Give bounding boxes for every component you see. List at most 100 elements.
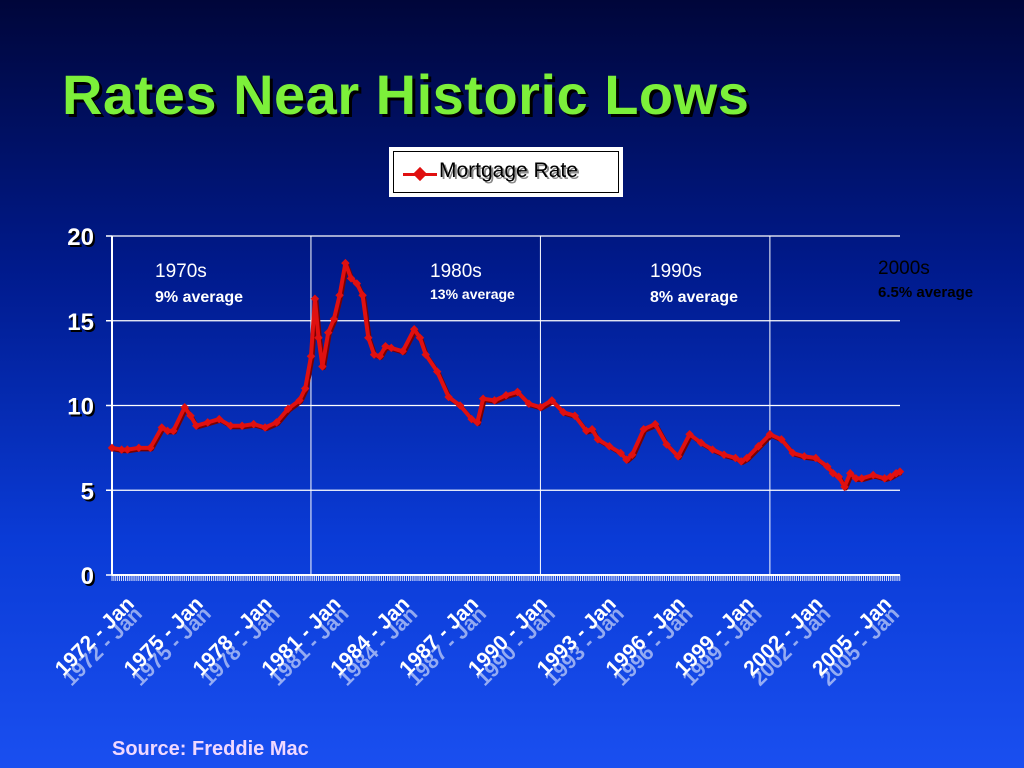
y-tick-label-5: 5 bbox=[81, 478, 94, 505]
data-point-0-81 bbox=[834, 472, 843, 481]
data-point-0-54 bbox=[570, 411, 580, 420]
data-point-0-64 bbox=[662, 440, 671, 449]
decade-label-1980s: 1980s bbox=[430, 261, 482, 282]
data-point-0-16 bbox=[260, 423, 270, 432]
y-tick-label-0: 0 bbox=[81, 563, 94, 590]
data-point-0-71 bbox=[736, 457, 746, 466]
decade-label-1990s: 1990s bbox=[650, 261, 702, 282]
x-minor-ticks bbox=[111, 575, 901, 581]
data-point-0-10 bbox=[191, 421, 201, 431]
y-tick-label-shadow-5: 5 bbox=[83, 480, 96, 507]
data-point-0-73 bbox=[754, 441, 763, 451]
data-point-0-15 bbox=[249, 419, 258, 429]
data-point-0-42 bbox=[444, 392, 453, 402]
data-point-0-4 bbox=[146, 443, 155, 453]
data-point-0-59 bbox=[616, 448, 625, 458]
data-point-0-85 bbox=[857, 474, 866, 483]
y-tick-label-10: 10 bbox=[67, 394, 94, 421]
data-point-0-46 bbox=[478, 394, 488, 403]
y-tick-label-shadow-20: 20 bbox=[69, 226, 96, 253]
data-point-0-80 bbox=[828, 469, 838, 478]
data-point-0-13 bbox=[226, 421, 235, 431]
data-point-0-70 bbox=[731, 453, 740, 463]
data-point-0-47 bbox=[490, 396, 499, 405]
data-point-0-8 bbox=[180, 402, 189, 412]
x-tick-marks bbox=[111, 575, 901, 581]
data-point-0-38 bbox=[409, 324, 419, 334]
data-point-0-27 bbox=[335, 291, 344, 300]
data-point-0-53 bbox=[559, 408, 568, 417]
data-point-0-69 bbox=[719, 450, 729, 459]
data-point-0-67 bbox=[696, 438, 706, 448]
data-point-0-48 bbox=[501, 391, 511, 400]
data-point-0-11 bbox=[203, 418, 212, 427]
data-point-0-28 bbox=[341, 258, 350, 268]
data-point-0-17 bbox=[272, 418, 281, 427]
decade-average-1970s: 9% average bbox=[155, 289, 243, 306]
data-point-0-24 bbox=[318, 362, 327, 371]
data-point-0-5 bbox=[157, 423, 167, 432]
data-point-0-12 bbox=[214, 414, 224, 424]
data-point-0-26 bbox=[329, 314, 339, 324]
data-point-0-3 bbox=[134, 443, 144, 453]
y-tick-label-shadow-0: 0 bbox=[83, 565, 96, 592]
data-point-0-63 bbox=[650, 419, 660, 429]
data-point-0-74 bbox=[765, 430, 775, 439]
data-point-0-0 bbox=[107, 443, 117, 453]
data-point-0-88 bbox=[886, 472, 895, 481]
data-point-0-56 bbox=[587, 424, 597, 434]
data-point-0-78 bbox=[811, 453, 821, 463]
y-tick-label-shadow-10: 10 bbox=[69, 396, 96, 423]
y-tick-label-shadow-15: 15 bbox=[69, 311, 96, 338]
data-point-0-66 bbox=[685, 430, 694, 439]
source-note: Source: Freddie Mac bbox=[112, 738, 309, 760]
data-point-0-20 bbox=[300, 384, 310, 393]
data-point-0-23 bbox=[314, 333, 323, 342]
data-point-0-57 bbox=[593, 435, 603, 444]
data-point-0-58 bbox=[605, 441, 614, 451]
data-point-0-1 bbox=[117, 445, 126, 454]
data-point-0-61 bbox=[627, 450, 637, 459]
decade-annotations: 1970s 9% average 1980s 13% average 1990s 8% a… bbox=[155, 258, 973, 306]
data-point-0-90 bbox=[895, 467, 905, 476]
decade-label-1970s: 1970s bbox=[155, 261, 207, 282]
decade-average-1990s: 8% average bbox=[650, 289, 738, 306]
data-point-0-62 bbox=[639, 424, 648, 434]
data-point-0-79 bbox=[823, 462, 832, 471]
data-point-0-60 bbox=[622, 455, 631, 464]
data-point-0-21 bbox=[306, 352, 316, 361]
data-point-0-45 bbox=[473, 418, 482, 427]
data-point-0-14 bbox=[237, 421, 247, 431]
data-point-0-39 bbox=[415, 333, 425, 342]
data-point-0-40 bbox=[421, 350, 430, 359]
data-point-0-44 bbox=[467, 414, 476, 424]
data-point-0-18 bbox=[283, 404, 293, 414]
legend-label: Mortgage Rate bbox=[439, 159, 578, 182]
data-point-0-25 bbox=[323, 328, 333, 337]
data-point-0-9 bbox=[186, 411, 195, 420]
decade-average-1980s: 13% average bbox=[430, 286, 515, 302]
y-tick-label-20: 20 bbox=[67, 224, 94, 251]
data-point-0-86 bbox=[868, 470, 878, 480]
chart-grid bbox=[112, 235, 900, 491]
data-point-0-31 bbox=[358, 291, 367, 300]
data-point-0-41 bbox=[432, 367, 442, 376]
data-point-0-83 bbox=[845, 469, 855, 478]
slide-title: Rates Near Historic Lows bbox=[62, 63, 750, 126]
data-point-0-68 bbox=[708, 445, 717, 454]
data-point-0-77 bbox=[800, 452, 809, 461]
data-point-0-51 bbox=[536, 402, 545, 412]
decade-average-2000s: 6.5% average bbox=[878, 284, 973, 301]
data-point-0-29 bbox=[346, 274, 356, 283]
data-point-0-19 bbox=[295, 396, 304, 405]
data-point-0-75 bbox=[777, 435, 786, 444]
data-point-0-82 bbox=[840, 482, 849, 492]
data-point-0-43 bbox=[455, 401, 465, 410]
chart-legend: Mortgage Rate bbox=[389, 147, 623, 197]
series-mortgage-rate bbox=[107, 258, 905, 492]
data-point-0-72 bbox=[742, 453, 752, 463]
data-point-0-22 bbox=[310, 294, 320, 303]
data-point-0-65 bbox=[673, 452, 683, 461]
